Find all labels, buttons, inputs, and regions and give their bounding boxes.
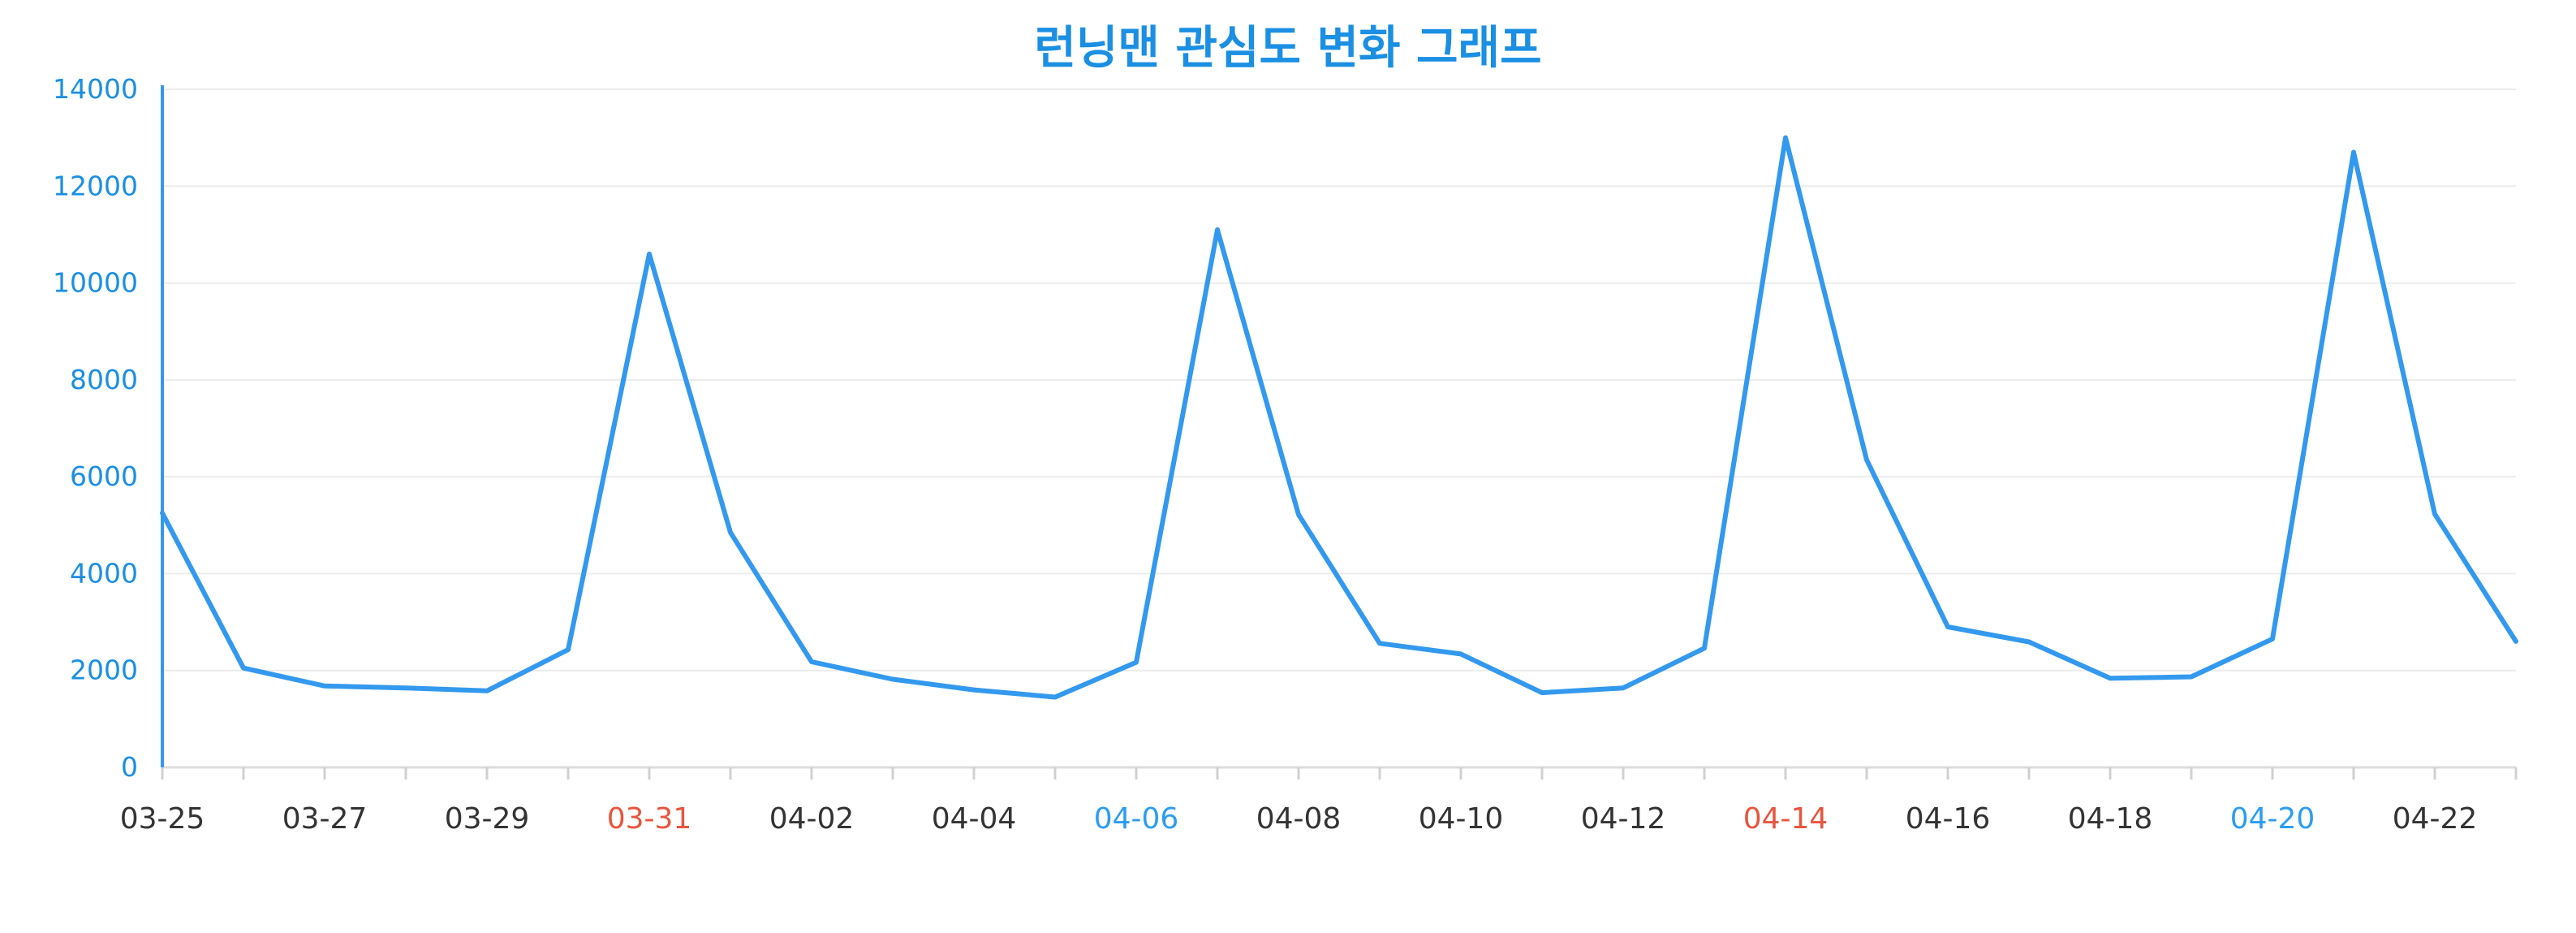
x-tick-label: 04-12	[1581, 802, 1666, 836]
x-tick-label: 04-16	[1906, 802, 1991, 836]
x-tick-label: 04-22	[2393, 802, 2478, 836]
y-tick-label: 12000	[53, 170, 138, 201]
y-tick-label: 10000	[53, 267, 138, 299]
x-tick-label: 04-08	[1256, 802, 1342, 836]
y-tick-label: 6000	[70, 460, 138, 492]
y-tick-label: 8000	[70, 364, 138, 395]
x-tick-label: 04-20	[2230, 802, 2315, 836]
series-line	[160, 135, 2518, 700]
grid-lines	[162, 89, 2516, 672]
x-tick-label: 03-29	[445, 802, 530, 836]
series-layer	[160, 135, 2518, 700]
y-axis-tick-labels: 0 2000 4000 6000 8000 10000 12000 14000	[53, 73, 138, 783]
x-tick-label: 04-14	[1743, 802, 1829, 836]
y-tick-label: 2000	[70, 654, 138, 686]
x-tick-label: 04-18	[2068, 802, 2153, 836]
y-tick-label: 4000	[70, 557, 138, 589]
x-tick-label: 04-10	[1419, 802, 1504, 836]
x-tick-label: 03-25	[120, 802, 205, 836]
x-tick-label: 04-04	[932, 802, 1017, 836]
x-axis-tick-labels: 03-25 03-27 03-29 03-31 04-02 04-04 04-06 04-08…	[120, 802, 2478, 836]
x-tick-label: 04-06	[1094, 802, 1179, 836]
y-tick-label: 14000	[53, 73, 138, 105]
x-tick-label: 03-27	[282, 802, 368, 836]
x-tick-label: 04-02	[769, 802, 855, 836]
chart-title: 런닝맨 관심도 변화 그래프	[1034, 22, 1541, 75]
y-tick-label: 0	[121, 751, 138, 783]
axes	[161, 85, 2518, 780]
x-tick-label: 03-31	[607, 802, 692, 836]
